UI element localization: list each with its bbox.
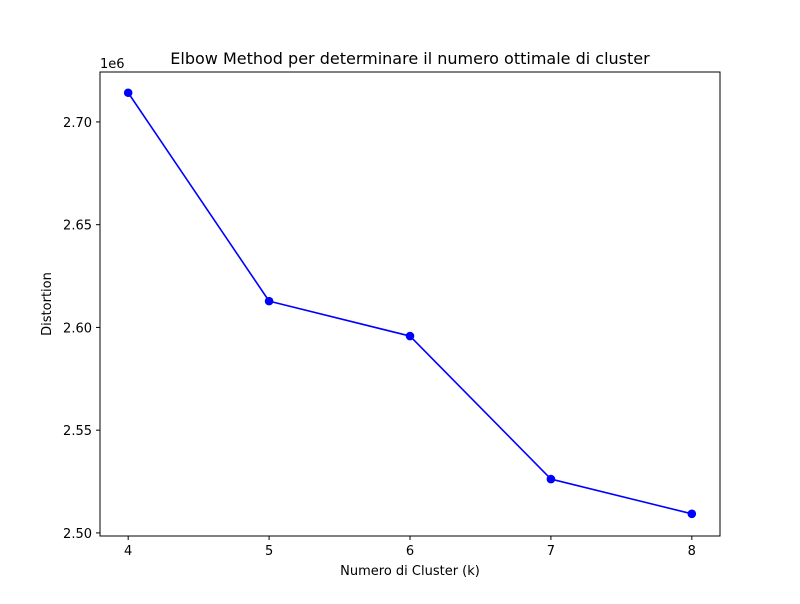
x-tick-label: 7 xyxy=(547,544,555,559)
y-tick-label: 2.60 xyxy=(63,321,92,336)
data-point xyxy=(687,509,697,519)
plot-area xyxy=(123,88,697,519)
data-point xyxy=(264,296,274,306)
data-point xyxy=(546,474,556,484)
data-point xyxy=(123,88,133,98)
series-line xyxy=(127,92,693,515)
plot-frame xyxy=(99,71,721,537)
y-axis-offset-label: 1e6 xyxy=(100,57,125,72)
x-tick-label: 5 xyxy=(265,544,273,559)
x-axis-label: Numero di Cluster (k) xyxy=(340,564,480,579)
y-axis-label: Distortion xyxy=(40,272,55,336)
data-point xyxy=(405,331,415,341)
chart-title: Elbow Method per determinare il numero o… xyxy=(170,49,650,68)
x-tick-label: 6 xyxy=(406,544,414,559)
y-tick-label: 2.50 xyxy=(63,527,92,542)
x-tick-label: 4 xyxy=(124,544,132,559)
y-tick-label: 2.55 xyxy=(63,424,92,439)
x-tick-label: 8 xyxy=(688,544,696,559)
y-tick-label: 2.65 xyxy=(63,219,92,234)
y-tick-label: 2.70 xyxy=(63,116,92,131)
